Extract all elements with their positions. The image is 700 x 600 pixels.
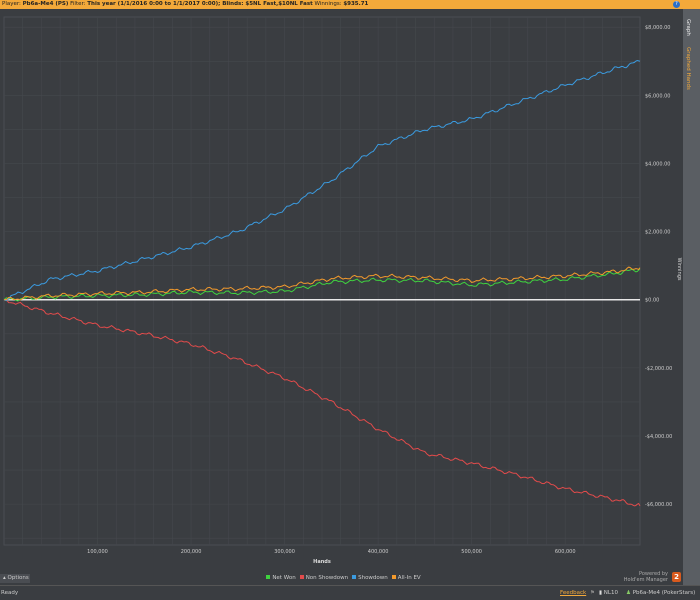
legend-swatch — [299, 575, 304, 579]
legend-label[interactable]: Non Showdown — [305, 575, 349, 581]
status-bar: Ready Feedback ⚑ ▮ NL10 ♟ Pb6a-Me4 (Poke… — [0, 585, 700, 600]
options-button[interactable]: ▴ Options — [0, 574, 30, 583]
legend-label[interactable]: Net Won — [272, 575, 296, 581]
player-name: Pb6a-Me4 (PS) — [22, 1, 69, 7]
product-name: Hold'em Manager — [623, 577, 668, 583]
series-line-net-won — [3, 268, 641, 302]
y-tick-label: -$6,000.00 — [645, 502, 672, 508]
x-tick-label: 100,000 — [87, 549, 108, 555]
x-tick-label: 600,000 — [555, 549, 576, 555]
filter-bar: Player: Pb6a-Me4 (PS) Filter: This year … — [0, 0, 700, 9]
flag-icon: ⚑ — [590, 590, 595, 596]
y-tick-label: -$2,000.00 — [645, 366, 672, 372]
player-label: Player: — [2, 1, 21, 7]
options-label: Options — [7, 575, 29, 581]
stake-label: NL10 — [603, 590, 618, 596]
hm2-logo: 2 — [672, 572, 681, 582]
series-line-non-showdown — [3, 299, 641, 507]
powered-by: Powered by Hold'em Manager — [624, 571, 668, 583]
legend-swatch — [266, 575, 271, 579]
legend-swatch — [391, 575, 396, 579]
database-icon: ▮ — [599, 590, 603, 596]
x-tick-label: 500,000 — [461, 549, 482, 555]
y-tick-label: $0.00 — [645, 298, 659, 304]
winnings-chart: 100,000 200,000 300,000 400,000 500,000 600,0… — [3, 16, 682, 565]
tab-graph[interactable]: Graph — [685, 19, 691, 36]
series-line-showdown — [3, 59, 641, 302]
x-axis-label: Hands — [313, 559, 331, 565]
legend-label[interactable]: Showdown — [358, 575, 388, 581]
side-tabs: Graph Graphed Hands — [683, 9, 700, 585]
winnings-label: Winnings: — [314, 1, 342, 7]
tab-graphed-hands[interactable]: Graphed Hands — [685, 47, 691, 90]
account-indicator[interactable]: ♟ Pb6a-Me4 (PokerStars) — [626, 586, 695, 600]
x-tick-label: 300,000 — [274, 549, 295, 555]
stake-indicator[interactable]: ▮ NL10 — [599, 586, 618, 600]
feedback-link[interactable]: Feedback — [560, 590, 587, 596]
y-tick-label: -$4,000.00 — [645, 434, 672, 440]
help-icon[interactable]: ? — [673, 1, 680, 8]
series-line-all-in-ev — [4, 266, 641, 301]
x-tick-label: 200,000 — [181, 549, 202, 555]
y-tick-label: $8,000.00 — [645, 25, 670, 31]
account-label: Pb6a-Me4 (PokerStars) — [632, 590, 696, 596]
winnings-value: $935.71 — [343, 1, 369, 7]
y-tick-label: $2,000.00 — [645, 230, 670, 236]
filter-label: Filter: — [70, 1, 86, 7]
legend: Net Won Non Showdown Showdown All-In EV — [0, 575, 683, 581]
y-tick-label: $6,000.00 — [645, 93, 670, 99]
filter-value: This year (1/1/2016 0:00 to 1/1/2017 0:0… — [87, 1, 313, 7]
x-tick-label: 400,000 — [368, 549, 389, 555]
y-axis-label: Winnings — [676, 258, 682, 281]
status-text: Ready — [1, 590, 19, 596]
legend-swatch — [352, 575, 357, 579]
legend-label[interactable]: All-In EV — [397, 575, 421, 581]
y-tick-label: $4,000.00 — [645, 161, 670, 167]
player-icon: ♟ — [626, 590, 631, 596]
powered-by-text: Powered by — [639, 571, 668, 577]
